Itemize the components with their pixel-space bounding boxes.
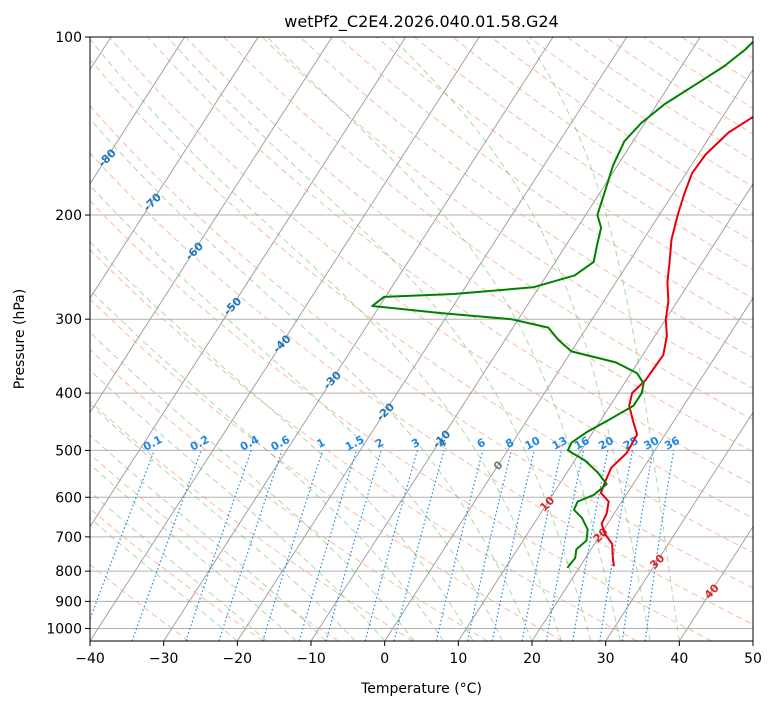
isotherm-line — [90, 37, 333, 414]
dry-adiabat-line — [90, 200, 712, 641]
mixing-ratio-line — [393, 450, 445, 641]
x-tick-label: −40 — [75, 651, 105, 667]
y-tick-label: 800 — [55, 564, 82, 580]
mixing-ratio-line — [325, 450, 382, 641]
plot-frame — [89, 36, 754, 642]
mixing-ratio-line — [364, 450, 418, 641]
x-tick-label: 10 — [449, 651, 467, 667]
mixing-ratio-label: 20 — [596, 434, 616, 453]
chart-title: wetPf2_C2E4.2026.040.01.58.G24 — [284, 12, 558, 32]
y-tick-label: 1000 — [46, 621, 82, 637]
moist-adiabat-line — [266, 37, 621, 641]
dry-adiabat-line — [108, 37, 753, 519]
isotherm-line — [163, 37, 554, 641]
x-tick-label: −30 — [149, 651, 179, 667]
y-tick-label: 600 — [55, 490, 82, 506]
dewpoint-profile-line — [371, 40, 753, 569]
isotherm-line — [236, 37, 628, 641]
isotherm-line — [531, 297, 753, 641]
mixing-ratio-label: 36 — [662, 434, 682, 453]
x-tick-label: −20 — [223, 651, 253, 667]
dry-adiabat-line — [90, 508, 264, 641]
x-tick-label: 50 — [744, 651, 762, 667]
dry-adiabat-line — [90, 105, 753, 589]
dry-adiabat-line — [90, 248, 638, 641]
mixing-ratio-line — [131, 450, 202, 641]
dry-adiabat-line — [90, 400, 414, 641]
dry-adiabat-line — [299, 37, 753, 359]
y-tick-label: 400 — [55, 386, 82, 402]
isotherm-line — [384, 68, 753, 641]
mixing-ratio-label: 10 — [523, 434, 543, 453]
x-tick-label: 0 — [380, 651, 389, 667]
isotherm-line — [605, 411, 753, 641]
temperature-profile-line — [599, 115, 753, 567]
moist-adiabat-line — [90, 434, 327, 641]
dry-adiabat-line — [261, 37, 753, 390]
x-tick-label: 40 — [670, 651, 688, 667]
moist-adiabat-line — [524, 37, 680, 641]
mixing-ratio-line — [218, 450, 283, 641]
moist-adiabat-line — [90, 369, 386, 641]
mixing-ratio-line — [435, 450, 484, 641]
isotherm-line — [90, 37, 407, 528]
dry-adiabat-line — [90, 348, 488, 641]
y-axis-ticks: 100 200 300 400 500 600 700 800 900 1000 — [46, 30, 90, 637]
isotherm-line — [457, 183, 753, 641]
moist-adiabat-line — [90, 240, 474, 641]
y-axis-label: Pressure (hPa) — [12, 289, 28, 389]
mixing-ratio-label: 13 — [550, 434, 570, 453]
mixing-ratio-line — [599, 450, 634, 641]
mixing-ratio-line — [262, 450, 324, 641]
mixing-ratio-line — [621, 450, 654, 641]
moist-adiabat-line — [90, 403, 356, 641]
y-tick-label: 200 — [55, 208, 82, 224]
x-axis-ticks: −40 −30 −20 −10 0 10 20 30 40 50 — [75, 641, 762, 667]
moist-adiabat-line — [90, 463, 297, 641]
x-axis-label: Temperature (°C) — [360, 681, 482, 697]
isotherm-line — [90, 37, 259, 299]
moist-adiabat-line — [90, 491, 268, 641]
mixing-ratio-label: 30 — [642, 434, 662, 453]
moist-adiabat-line — [90, 289, 445, 641]
y-tick-label: 100 — [55, 30, 82, 46]
dry-adiabat-line — [90, 298, 563, 641]
dry-adiabat-line — [90, 152, 753, 626]
moist-adiabat-line — [90, 38, 562, 641]
mixing-ratio-line — [185, 450, 252, 641]
background-lines — [90, 37, 753, 641]
mixing-ratio-line — [644, 450, 675, 641]
dry-adiabat-line — [90, 453, 339, 641]
isotherm-line — [90, 37, 186, 185]
moist-adiabat-line — [167, 37, 592, 641]
isotherm-line — [678, 525, 753, 641]
moist-adiabat-line — [90, 184, 503, 641]
x-tick-label: 30 — [597, 651, 615, 667]
y-tick-label: 900 — [55, 594, 82, 610]
mixing-ratio-line — [298, 450, 357, 641]
x-tick-label: −10 — [296, 651, 326, 667]
mixing-ratio-line — [90, 450, 155, 621]
moist-adiabat-line — [391, 37, 651, 641]
moist-adiabat-line — [90, 331, 415, 641]
y-tick-label: 300 — [55, 312, 82, 328]
isotherm-line — [90, 37, 480, 641]
moist-adiabat-line — [90, 118, 533, 641]
moist-adiabat-line — [90, 517, 238, 641]
y-tick-label: 500 — [55, 443, 82, 459]
y-tick-label: 700 — [55, 530, 82, 546]
x-tick-label: 20 — [523, 651, 541, 667]
dry-adiabat-line — [90, 58, 753, 554]
dry-adiabat-line — [223, 37, 753, 421]
profile-series — [371, 40, 753, 569]
